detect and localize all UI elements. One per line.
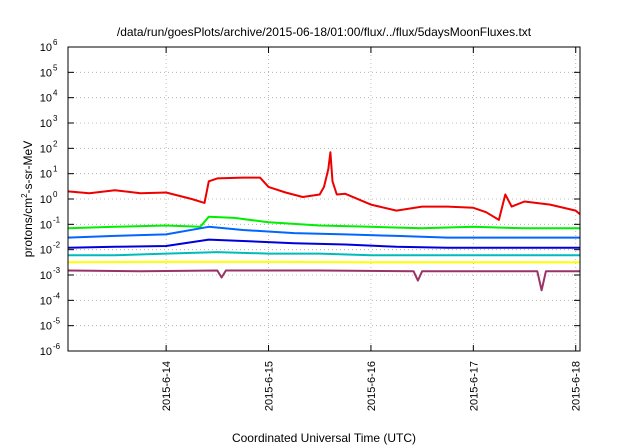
- y-tick-exponent: -2: [53, 241, 61, 250]
- y-tick-exponent: 0: [53, 190, 58, 199]
- y-tick-base: 10: [40, 245, 52, 257]
- y-tick-base: 10: [40, 194, 52, 206]
- y-tick-exponent: -4: [53, 291, 61, 300]
- y-tick-label: 10: [40, 321, 52, 333]
- x-tick-label: 2015-6-18: [571, 361, 583, 411]
- y-axis-label-post: -s-sr-MeV: [21, 141, 35, 194]
- y-tick-label: 10: [40, 295, 52, 307]
- x-tick-label: 2015-6-16: [366, 361, 378, 411]
- y-tick-base: 10: [40, 93, 52, 105]
- y-tick-label: 10: [40, 169, 52, 181]
- y-tick-base: 10: [40, 143, 52, 155]
- y-tick-label: 10: [40, 67, 52, 79]
- y-axis-ticks: 10 -610 -510 -410 -310 -210 -110 010 110 210 310 41…: [40, 38, 580, 358]
- y-axis-label: protons/cm2-s-sr-MeV: [20, 141, 35, 257]
- series-line-1: [67, 215, 580, 230]
- y-axis-label-pre: protons/cm: [21, 198, 35, 257]
- x-tick-label: 2015-6-17: [468, 361, 480, 411]
- y-tick-label: 10: [40, 346, 52, 358]
- y-tick-base: 10: [40, 169, 52, 181]
- x-axis-ticks: 2015-6-14 2015-6-15 2015-6-16 2015-6-17 2015…: [161, 47, 583, 411]
- y-tick-label: 10: [40, 270, 52, 282]
- y-tick-base: 10: [40, 42, 52, 54]
- y-tick-base: 10: [40, 346, 52, 358]
- y-tick-exponent: 5: [53, 63, 58, 72]
- series-group: [67, 151, 581, 292]
- y-tick-base: 10: [40, 270, 52, 282]
- x-axis-label: Coordinated Universal Time (UTC): [232, 431, 416, 445]
- y-tick-base: 10: [40, 118, 52, 130]
- y-tick-base: 10: [40, 67, 52, 79]
- y-tick-exponent: -5: [53, 317, 61, 326]
- x-tick-label: 2015-6-15: [264, 361, 276, 411]
- chart-title: /data/run/goesPlots/archive/2015-06-18/0…: [117, 25, 532, 39]
- series-line-3: [67, 238, 580, 249]
- y-tick-base: 10: [40, 219, 52, 231]
- x-tick-label: 2015-6-14: [161, 361, 173, 411]
- y-tick-label: 10: [40, 42, 52, 54]
- y-tick-label: 10: [40, 219, 52, 231]
- y-tick-base: 10: [40, 295, 52, 307]
- series-line-6: [67, 269, 580, 292]
- y-tick-exponent: 6: [53, 38, 58, 47]
- y-axis-label-sup: 2: [20, 193, 29, 198]
- series-line-2: [67, 225, 580, 239]
- y-tick-exponent: -6: [53, 342, 61, 351]
- y-tick-label: 10: [40, 245, 52, 257]
- y-tick-exponent: -1: [53, 215, 61, 224]
- series-line-4: [68, 251, 580, 257]
- y-tick-exponent: 4: [53, 89, 58, 98]
- series-line-0: [67, 151, 581, 221]
- y-tick-base: 10: [40, 321, 52, 333]
- y-tick-label: 10: [40, 143, 52, 155]
- y-tick-label: 10: [40, 118, 52, 130]
- y-tick-exponent: 3: [53, 114, 58, 123]
- y-tick-exponent: 2: [53, 139, 58, 148]
- y-tick-label: 10: [40, 93, 52, 105]
- y-tick-exponent: -3: [53, 266, 61, 275]
- y-tick-exponent: 1: [53, 165, 58, 174]
- y-tick-label: 10: [40, 194, 52, 206]
